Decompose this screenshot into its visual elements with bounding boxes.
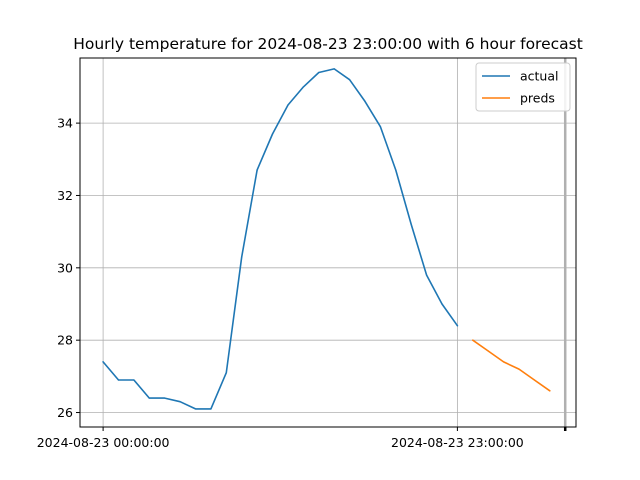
plot-background: [80, 58, 576, 427]
y-tick-label: 26: [57, 405, 73, 420]
legend-label-actual: actual: [520, 69, 559, 84]
series-line-preds: [471, 339, 551, 392]
data-point-actual: [194, 408, 197, 410]
y-tick-label: 34: [57, 116, 73, 131]
y-tick-label: 32: [57, 188, 73, 203]
data-point-preds: [487, 350, 489, 352]
data-point-actual: [441, 303, 443, 305]
x-tick-label: 2024-08-23 23:00:00: [391, 435, 524, 450]
data-point-actual: [302, 86, 304, 88]
data-point-actual: [225, 372, 227, 374]
data-point-preds: [503, 361, 505, 363]
y-tick-label: 28: [57, 333, 73, 348]
plot-area: 26 28 30 32 34 2024-08-23 00:00:00 2024-08-23 …: [37, 57, 577, 450]
data-point-actual: [271, 133, 274, 135]
chart-title: Hourly temperature for 2024-08-23 23:00:…: [73, 35, 583, 53]
data-point-actual: [164, 397, 166, 399]
data-point-actual: [395, 169, 397, 171]
data-point-actual: [241, 256, 243, 258]
data-point-actual: [148, 397, 150, 399]
legend-label-preds: preds: [520, 91, 555, 106]
data-point-actual: [179, 401, 181, 403]
data-point-preds: [518, 368, 520, 370]
data-point-actual: [287, 104, 289, 106]
data-point-preds: [549, 390, 551, 392]
legend-box: [475, 62, 571, 112]
data-point-actual: [256, 169, 258, 171]
data-point-actual: [210, 408, 212, 410]
data-point-actual: [379, 126, 381, 128]
data-point-actual: [348, 79, 351, 81]
data-point-actual: [117, 379, 120, 381]
data-point-actual: [456, 325, 458, 327]
axes-frame: [79, 57, 577, 428]
data-point-actual: [410, 223, 412, 226]
x-tick-label: 2024-08-23 00:00:00: [37, 435, 170, 450]
series-line-actual: [102, 68, 459, 410]
data-point-actual: [364, 100, 366, 103]
data-point-preds: [472, 339, 474, 341]
y-tick-label: 30: [57, 260, 73, 275]
data-point-actual: [333, 68, 335, 70]
data-point-preds: [533, 379, 536, 381]
data-point-actual: [425, 274, 428, 276]
data-point-actual: [133, 379, 135, 381]
data-point-actual: [102, 361, 104, 363]
data-point-actual: [318, 71, 320, 74]
